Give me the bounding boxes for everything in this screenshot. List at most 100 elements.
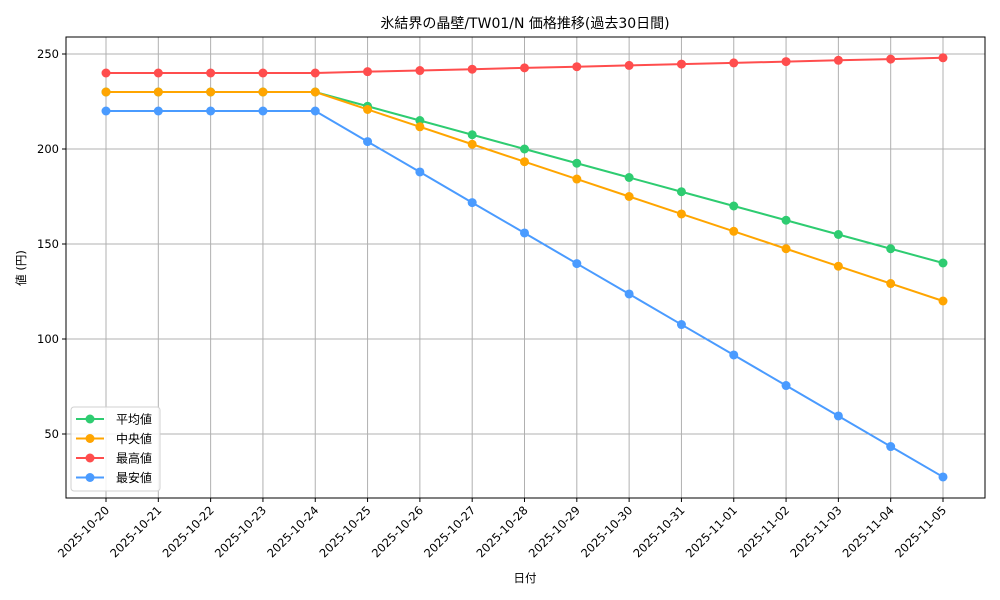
- x-tick-label: 2025-10-31: [630, 503, 687, 560]
- x-tick-label: 2025-10-23: [212, 503, 269, 560]
- y-tick-label: 150: [37, 237, 59, 251]
- data-point: [729, 201, 739, 211]
- data-point: [781, 381, 791, 391]
- legend-item: 平均値: [76, 412, 152, 427]
- series-lines: [101, 53, 948, 482]
- data-point: [415, 167, 425, 177]
- x-tick-label: 2025-10-21: [107, 503, 164, 560]
- data-point: [729, 350, 739, 360]
- y-tick-label: 50: [44, 427, 59, 441]
- data-point: [833, 411, 843, 421]
- x-tick-label: 2025-10-20: [55, 503, 112, 560]
- series-中央値: [101, 87, 948, 306]
- legend-label: 最安値: [116, 470, 152, 485]
- data-point: [781, 215, 791, 225]
- data-point: [572, 62, 582, 72]
- data-point: [676, 209, 686, 219]
- data-point: [938, 53, 948, 63]
- data-point: [676, 59, 686, 69]
- y-tick-label: 200: [37, 142, 59, 156]
- data-point: [467, 198, 477, 208]
- data-point: [520, 228, 529, 238]
- data-point: [520, 144, 529, 154]
- data-point: [781, 244, 791, 254]
- data-point: [833, 230, 843, 239]
- data-point: [572, 259, 582, 269]
- legend-marker-icon: [85, 453, 95, 463]
- data-point: [572, 174, 582, 184]
- data-point: [624, 192, 634, 201]
- y-axis-ticks: 50 100 150 200 250: [37, 47, 66, 441]
- data-point: [467, 130, 477, 140]
- x-tick-label: 2025-10-29: [526, 503, 583, 560]
- data-point: [258, 87, 268, 97]
- data-point: [886, 442, 896, 452]
- data-point: [415, 66, 425, 76]
- data-point: [258, 68, 268, 78]
- data-point: [886, 244, 896, 254]
- x-axis-label: 日付: [514, 571, 537, 585]
- data-point: [886, 54, 896, 64]
- legend-label: 中央値: [116, 431, 152, 446]
- data-point: [153, 106, 163, 116]
- data-point: [624, 60, 634, 70]
- data-point: [676, 320, 686, 330]
- chart-title: 氷結界の晶壁/TW01/N 価格推移(過去30日間): [380, 16, 669, 32]
- grid-lines: [66, 37, 985, 498]
- data-point: [415, 116, 425, 125]
- data-point: [101, 68, 111, 78]
- data-point: [363, 137, 373, 147]
- data-point: [729, 226, 739, 236]
- data-point: [833, 55, 843, 65]
- x-tick-label: 2025-11-03: [787, 503, 844, 560]
- data-point: [624, 173, 634, 182]
- data-point: [153, 68, 163, 78]
- legend-item: 中央値: [76, 431, 152, 446]
- data-point: [938, 296, 948, 306]
- data-point: [938, 472, 948, 482]
- legend-marker-icon: [85, 473, 95, 482]
- data-point: [206, 106, 216, 116]
- data-point: [101, 106, 111, 116]
- data-point: [363, 67, 373, 77]
- data-point: [624, 289, 634, 299]
- series-最安値: [101, 106, 948, 482]
- x-tick-label: 2025-11-01: [683, 503, 740, 560]
- legend-box: [70, 406, 161, 492]
- y-axis-label: 値 (円): [14, 250, 28, 286]
- legend-marker-icon: [85, 434, 95, 443]
- data-point: [938, 258, 948, 268]
- x-tick-label: 2025-10-25: [317, 503, 374, 560]
- data-point: [729, 58, 739, 68]
- data-point: [781, 57, 791, 67]
- data-point: [206, 68, 216, 78]
- x-tick-label: 2025-10-24: [264, 503, 321, 560]
- x-tick-label: 2025-10-22: [160, 503, 217, 560]
- series-最高値: [101, 53, 948, 78]
- data-point: [363, 104, 373, 114]
- x-tick-label: 2025-11-02: [735, 503, 792, 560]
- legend-item: 最安値: [76, 470, 152, 485]
- data-point: [467, 139, 477, 149]
- data-point: [676, 187, 686, 197]
- y-tick-label: 250: [37, 47, 59, 61]
- data-point: [833, 261, 843, 271]
- legend-label: 平均値: [116, 412, 152, 427]
- legend-marker-icon: [85, 414, 95, 424]
- x-tick-label: 2025-10-26: [369, 503, 426, 560]
- x-tick-label: 2025-11-04: [840, 503, 897, 560]
- data-point: [572, 158, 582, 168]
- x-axis-ticks: 2025-10-202025-10-212025-10-222025-10-23…: [55, 498, 949, 560]
- data-point: [886, 279, 896, 289]
- data-point: [520, 63, 529, 73]
- x-tick-label: 2025-10-30: [578, 503, 635, 560]
- data-point: [258, 106, 268, 116]
- data-point: [310, 68, 320, 78]
- data-point: [415, 122, 425, 132]
- legend-item: 最高値: [76, 451, 152, 466]
- x-tick-label: 2025-10-28: [473, 503, 530, 560]
- data-point: [101, 87, 111, 97]
- x-tick-label: 2025-11-05: [892, 503, 949, 560]
